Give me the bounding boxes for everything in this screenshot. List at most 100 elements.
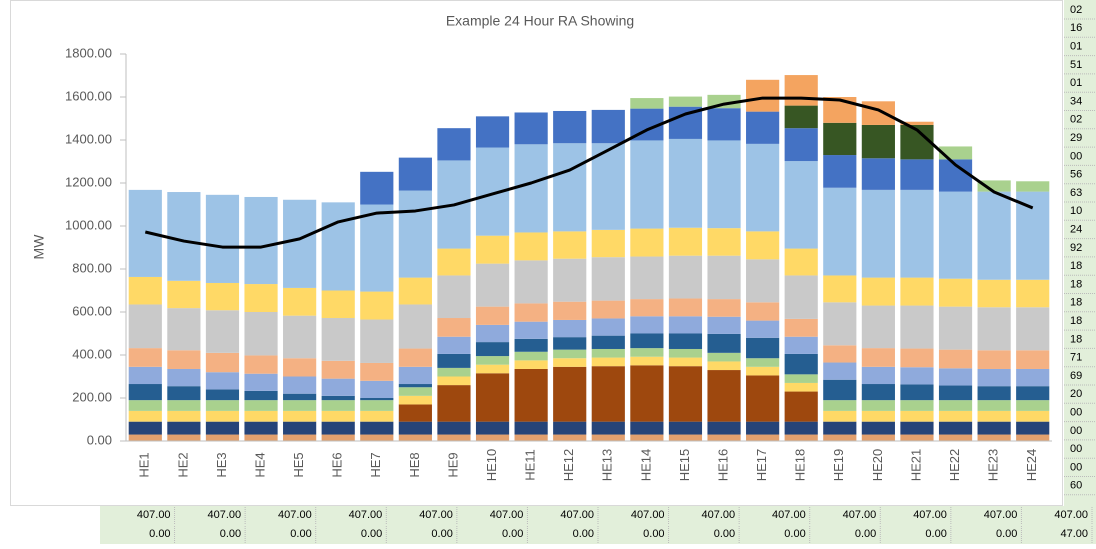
- bar-segment: [128, 304, 162, 349]
- bar-segment: [900, 159, 934, 190]
- bar-segment: [1016, 368, 1050, 387]
- bar-segment: [668, 316, 703, 334]
- x-tick-label: HE2: [175, 452, 190, 477]
- bar-segment: [707, 228, 741, 256]
- bar-segment: [630, 98, 664, 109]
- cell: 00: [1070, 443, 1082, 455]
- bar-segment: [475, 116, 510, 148]
- bar-segment: [398, 157, 432, 191]
- x-tick-label: HE20: [870, 449, 885, 482]
- bar-segment: [938, 349, 973, 369]
- bar-segment: [1016, 191, 1050, 280]
- cell: 0.00: [361, 528, 382, 540]
- bar-segment: [167, 410, 201, 422]
- bar-segment: [360, 400, 394, 411]
- x-tick-label: HE10: [484, 449, 499, 482]
- bar-segment: [283, 434, 317, 441]
- bar-segment: [746, 259, 780, 303]
- cell: 407.00: [843, 509, 877, 521]
- bar-segment: [668, 421, 703, 435]
- bar-segment: [398, 304, 432, 349]
- bar-segment: [630, 348, 664, 357]
- cell: 407.00: [137, 509, 171, 521]
- bar-segment: [823, 345, 857, 363]
- bar-segment: [977, 400, 1011, 411]
- bar-segment: [707, 299, 741, 317]
- bar-segment: [1016, 421, 1050, 435]
- cell: 18: [1070, 278, 1082, 290]
- bar-segment: [553, 143, 587, 232]
- x-tick-label: HE11: [523, 449, 538, 481]
- y-tick-label: 0.00: [87, 432, 112, 447]
- cell: 34: [1070, 95, 1082, 107]
- x-tick-label: HE1: [137, 452, 152, 477]
- bar-segment: [475, 306, 510, 325]
- bar-segment: [553, 301, 587, 320]
- bar-segment: [746, 337, 780, 359]
- cell: 0.00: [502, 528, 523, 540]
- bar-segment: [205, 421, 240, 435]
- bar-segment: [630, 434, 664, 441]
- bar-segment: [437, 318, 471, 337]
- bar-segment: [591, 421, 625, 435]
- bar-segment: [900, 384, 934, 401]
- bar-segment: [553, 349, 587, 359]
- bar-segment: [746, 375, 780, 422]
- bar-segment: [514, 112, 548, 145]
- bar-segment: [746, 320, 780, 338]
- bar-segment: [977, 434, 1011, 441]
- bar-segment: [398, 395, 432, 405]
- bar-segment: [360, 171, 394, 205]
- bar-segment: [514, 232, 548, 261]
- bar-segment: [360, 291, 394, 320]
- x-tick-label: HE14: [638, 449, 653, 482]
- cell: 00: [1070, 425, 1082, 437]
- x-tick-label: HE7: [368, 452, 383, 477]
- bar-segment: [591, 318, 625, 336]
- bar-segment: [784, 161, 818, 249]
- bar-segment: [321, 410, 355, 422]
- bar-segment: [707, 352, 741, 362]
- bar-segment: [746, 231, 780, 260]
- bar-segment: [1016, 307, 1050, 351]
- bar-segment: [900, 189, 934, 278]
- bar-segment: [514, 321, 548, 339]
- bar-segment: [861, 366, 895, 385]
- bar-segment: [823, 434, 857, 441]
- bar-segment: [784, 353, 818, 375]
- bar-segment: [861, 158, 895, 190]
- bar-segment: [707, 140, 741, 229]
- bar-segment: [746, 302, 780, 321]
- cell: 16: [1070, 22, 1082, 34]
- bar-segment: [205, 400, 240, 411]
- cell: 0.00: [220, 528, 241, 540]
- bar-segment: [398, 387, 432, 396]
- bar-segment: [205, 389, 240, 401]
- x-tick-label: HE6: [330, 452, 345, 477]
- cell: 18: [1070, 260, 1082, 272]
- x-tick-label: HE21: [908, 449, 923, 482]
- cell: 01: [1070, 41, 1082, 53]
- bar-segment: [938, 434, 973, 441]
- x-tick-label: HE13: [600, 449, 615, 482]
- x-tick-label: HE8: [407, 452, 422, 477]
- bar-segment: [900, 421, 934, 435]
- bar-segment: [475, 364, 510, 374]
- bar-segment: [398, 421, 432, 435]
- bar-segment: [244, 400, 278, 411]
- cell: 0.00: [996, 528, 1017, 540]
- y-tick-label: 1200.00: [65, 174, 112, 189]
- bar-segment: [630, 365, 664, 422]
- bar-segment: [1016, 386, 1050, 401]
- bar-segment: [321, 378, 355, 396]
- bar-segment: [205, 352, 240, 373]
- bar-segment: [475, 342, 510, 357]
- bar-segment: [977, 279, 1011, 308]
- total-line: [144, 96, 1034, 249]
- bar-segment: [746, 434, 780, 441]
- bar-segment: [128, 410, 162, 422]
- bar-segment: [244, 373, 278, 391]
- cell: 407.00: [984, 509, 1018, 521]
- cell: 92: [1070, 242, 1082, 254]
- cell: 20: [1070, 388, 1082, 400]
